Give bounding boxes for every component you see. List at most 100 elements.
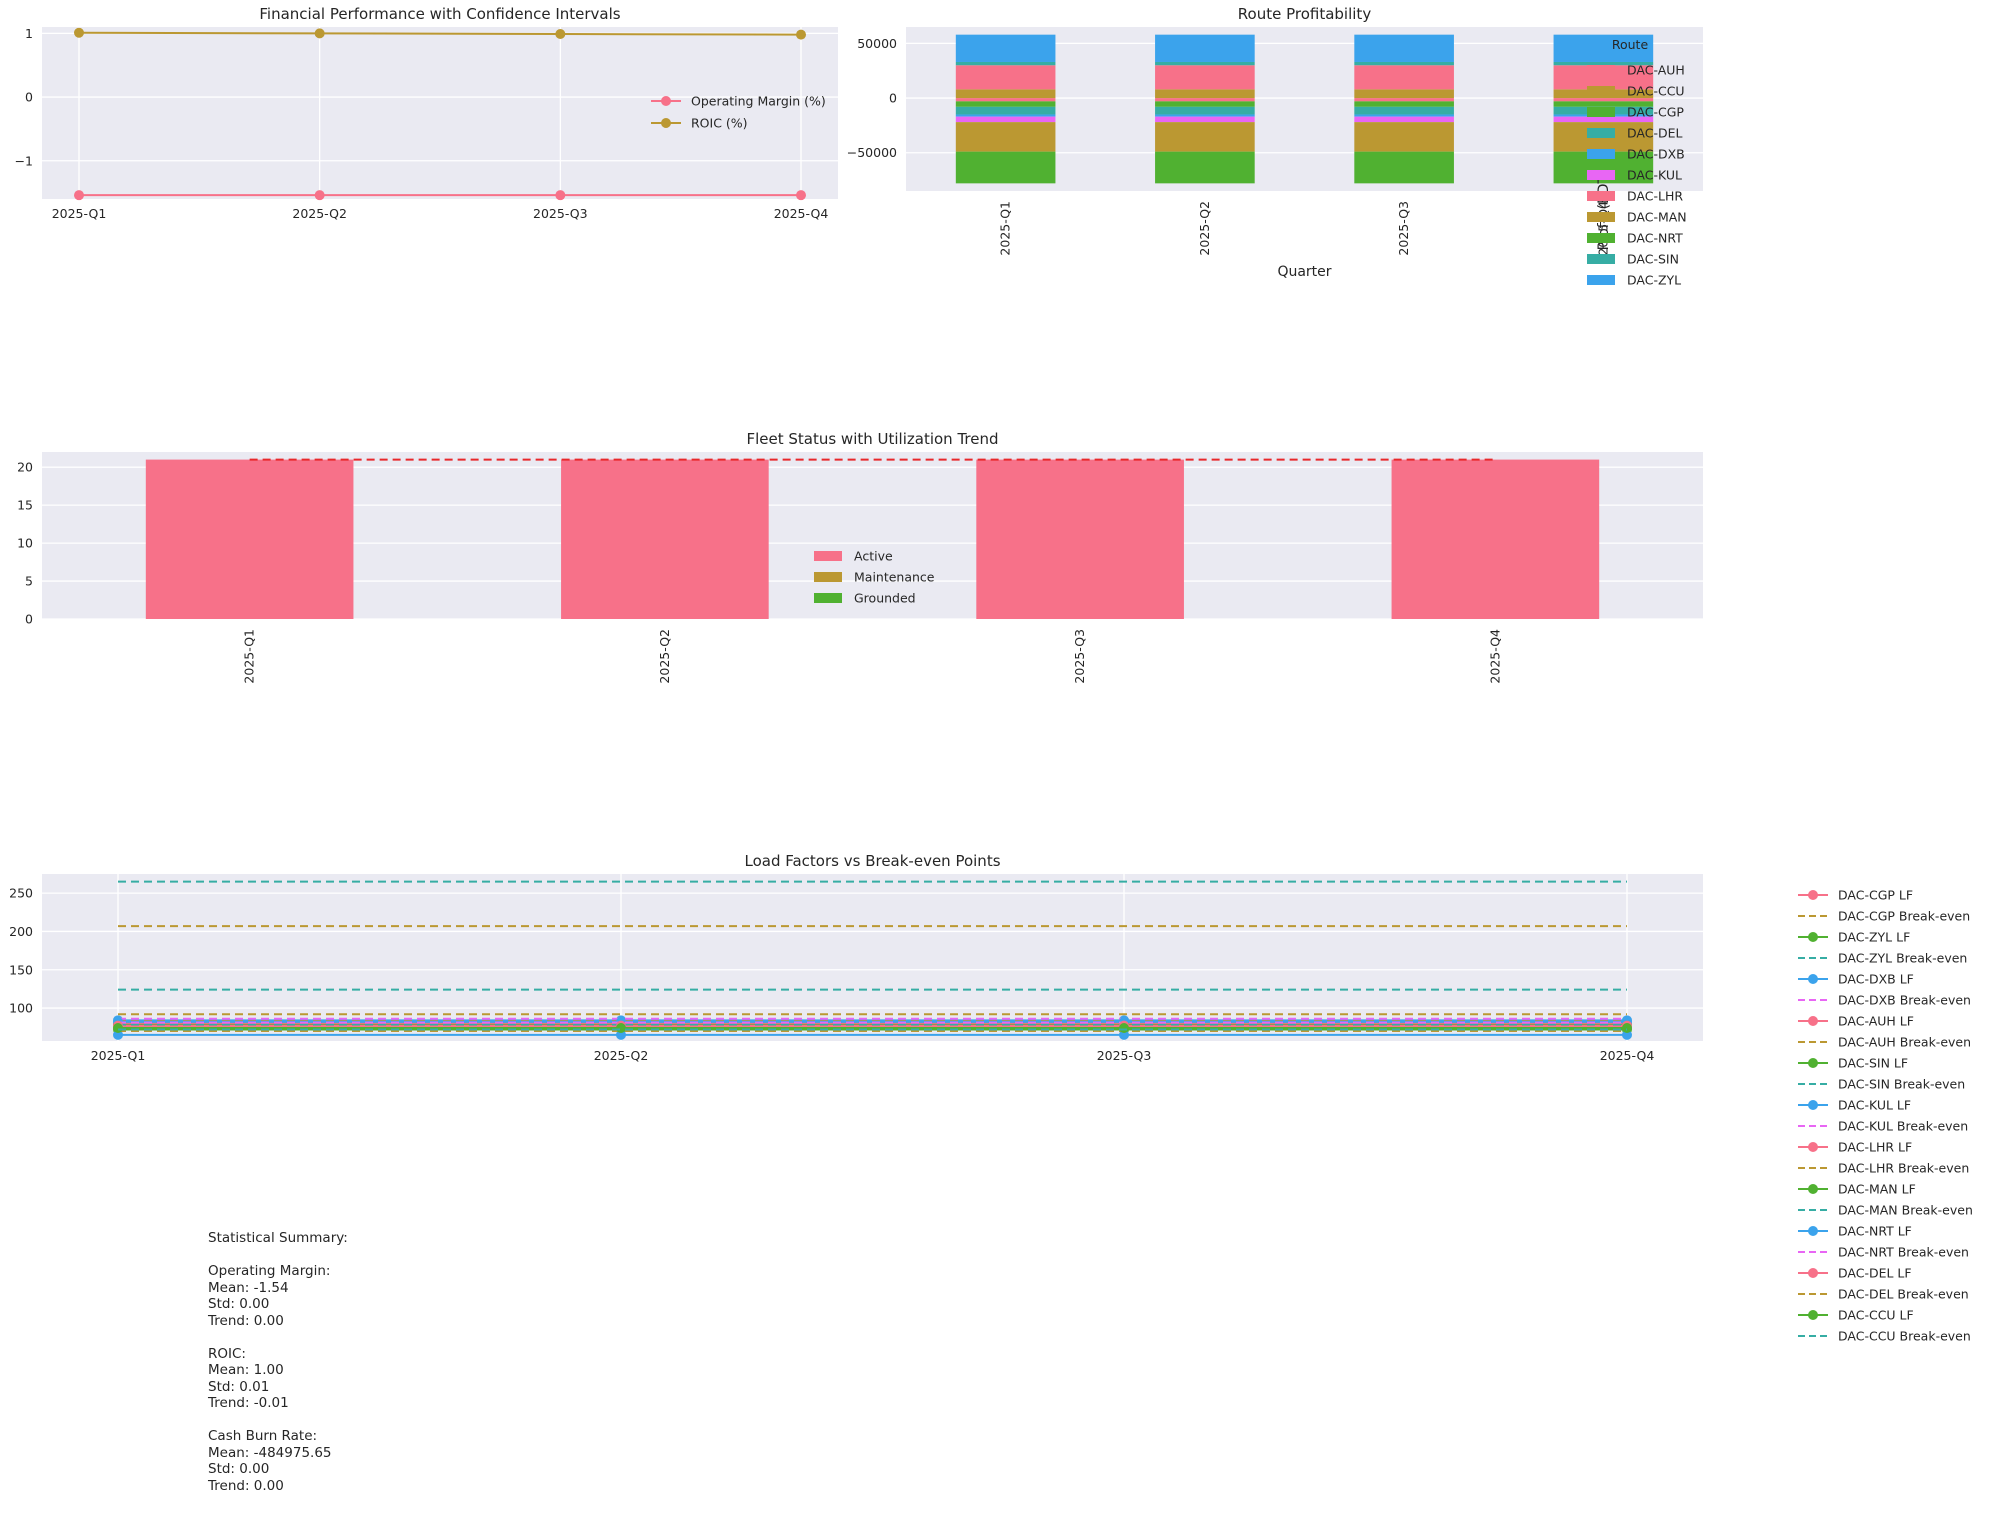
bar-segment-dac-dxb xyxy=(955,114,1056,117)
legend-entry-dac-kul-lf-marker xyxy=(1808,1100,1818,1110)
fleet-xtick-label: 2025-Q3 xyxy=(1072,629,1087,684)
legend-entry-dac-auh-lf-label: DAC-AUH LF xyxy=(1838,1014,1914,1029)
data-point-dac-ccu-lf xyxy=(616,1022,626,1033)
load-xtick-label: 2025-Q3 xyxy=(1097,1048,1152,1063)
legend-entry-dac-nrt-break-even-label: DAC-NRT Break-even xyxy=(1838,1245,1969,1260)
financial-plot-area xyxy=(42,27,838,199)
load-ytick-label: 250 xyxy=(9,886,33,901)
bar-segment-dac-kul xyxy=(955,116,1056,123)
data-point-dac-ccu-lf xyxy=(1119,1022,1129,1033)
fleet-legend: Active Maintenance Grounded xyxy=(814,549,935,606)
route-ytick-label: 50000 xyxy=(857,36,897,51)
legend-entry-dac-zyl-lf-label: DAC-ZYL LF xyxy=(1838,930,1910,945)
bar-segment-dac-sin xyxy=(955,61,1056,66)
legend-entry-dac-kul-break-even-label: DAC-KUL Break-even xyxy=(1838,1119,1968,1134)
bar-segment-dac-lhr xyxy=(955,65,1056,90)
data-point-dac-nrt-lf xyxy=(113,1029,123,1040)
bar-segment-dac-kul xyxy=(1354,116,1454,123)
load-ytick-label: 200 xyxy=(9,924,33,939)
legend-entry-operating-margin-label: Operating Margin (%) xyxy=(691,94,826,109)
fleet-ytick-label: 5 xyxy=(25,574,33,589)
financial-ytick-label: 0 xyxy=(25,90,33,105)
legend-entry-dac-ccu-lf-label: DAC-CCU LF xyxy=(1838,1308,1914,1323)
fleet-ytick-label: 15 xyxy=(17,498,33,513)
bar-segment-dac-del xyxy=(1155,106,1255,115)
legend-entry-maintenance-swatch xyxy=(814,572,842,582)
legend-entry-dac-dxb-lf-marker xyxy=(1808,974,1818,984)
bar-segment-dac-kul xyxy=(1553,116,1654,123)
bar-segment-dac-del xyxy=(955,106,1056,115)
legend-entry-dac-kul-label: DAC-KUL xyxy=(1627,168,1682,183)
fleet-chart: 0 5 10 15 20 2025-Q1 2025-Q2 2025-Q3 2025-Q4 Flee… xyxy=(17,430,1703,684)
financial-legend: Operating Margin (%) ROIC (%) xyxy=(651,94,826,131)
legend-entry-roic-label: ROIC (%) xyxy=(691,116,748,131)
legend-entry-dac-del-lf-label: DAC-DEL LF xyxy=(1838,1266,1912,1281)
legend-entry-dac-dxb-break-even-label: DAC-DXB Break-even xyxy=(1838,993,1971,1008)
data-point-operating-margin xyxy=(555,190,566,201)
legend-entry-dac-man-break-even-label: DAC-MAN Break-even xyxy=(1838,1203,1973,1218)
financial-xtick-label: 2025-Q2 xyxy=(292,206,347,221)
financial-ytick-label: 1 xyxy=(25,26,33,41)
financial-xtick-label: 2025-Q1 xyxy=(52,206,107,221)
fleet-xtick-label: 2025-Q4 xyxy=(1487,629,1502,684)
legend-entry-active-label: Active xyxy=(854,549,893,564)
legend-entry-dac-del-label: DAC-DEL xyxy=(1627,126,1682,141)
legend-entry-dac-sin-lf-marker xyxy=(1808,1058,1818,1068)
legend-entry-dac-kul-swatch xyxy=(1587,170,1615,180)
bar-segment-dac-ccu xyxy=(1155,89,1255,99)
route-xtick-label: 2025-Q3 xyxy=(1396,201,1411,256)
legend-entry-dac-dxb-swatch xyxy=(1587,149,1615,159)
bar-segment-dac-ccu xyxy=(955,89,1056,99)
bar-segment-dac-zyl xyxy=(1354,34,1454,62)
legend-entry-dac-nrt-label: DAC-NRT xyxy=(1627,231,1683,246)
load-chart: 100 150 200 250 2025-Q1 2025-Q2 2025-Q3 2025-Q4… xyxy=(9,852,1973,1344)
bar-segment-dac-auh xyxy=(1553,98,1654,102)
fleet-ytick-label: 20 xyxy=(17,460,33,475)
bar-segment-dac-kul xyxy=(1155,116,1255,123)
fleet-xtick-label: 2025-Q2 xyxy=(657,629,672,684)
legend-entry-dac-man-lf-label: DAC-MAN LF xyxy=(1838,1182,1916,1197)
load-title: Load Factors vs Break-even Points xyxy=(744,852,1000,870)
data-point-roic xyxy=(555,29,566,40)
load-legend: DAC-CGP LF DAC-CGP Break-even DAC-ZYL LF DA… xyxy=(1798,888,1973,1344)
bar-segment-dac-auh xyxy=(955,98,1056,102)
financial-chart: 1 0 −1 2025-Q1 2025-Q2 2025-Q3 2025-Q4 Financia… xyxy=(15,5,838,221)
statistical-summary: Statistical Summary: Operating Margin: M… xyxy=(208,1230,348,1494)
legend-entry-dac-lhr-swatch xyxy=(1587,191,1615,201)
bar-segment-dac-ccu xyxy=(1354,89,1454,99)
bar-active xyxy=(1391,459,1600,619)
load-ytick-label: 150 xyxy=(9,962,33,977)
bar-segment-dac-nrt xyxy=(1354,151,1454,184)
legend-entry-dac-man-label: DAC-MAN xyxy=(1627,210,1687,225)
data-point-dac-ccu-lf xyxy=(113,1022,123,1033)
bar-segment-dac-zyl xyxy=(1155,34,1255,62)
legend-entry-dac-zyl-swatch xyxy=(1587,275,1615,285)
legend-entry-roic-marker xyxy=(661,118,671,128)
legend-entry-dac-ccu-swatch xyxy=(1587,86,1615,96)
legend-entry-dac-del-break-even-label: DAC-DEL Break-even xyxy=(1838,1287,1969,1302)
legend-entry-dac-dxb-label: DAC-DXB xyxy=(1627,147,1685,162)
data-point-dac-ccu-lf xyxy=(1622,1022,1632,1033)
bar-active xyxy=(145,459,354,619)
route-legend: Route DAC-AUH DAC-CCU DAC-CGP DAC-DEL DAC-DXB… xyxy=(1587,37,1687,288)
route-xtick-label: 2025-Q2 xyxy=(1197,201,1212,256)
bar-segment-dac-sin xyxy=(1354,61,1454,66)
data-point-dac-nrt-lf xyxy=(1119,1029,1129,1040)
series-line-roic xyxy=(78,31,802,36)
legend-entry-maintenance-label: Maintenance xyxy=(854,570,935,585)
financial-xtick-label: 2025-Q3 xyxy=(533,206,588,221)
load-xtick-label: 2025-Q4 xyxy=(1600,1048,1655,1063)
fleet-xtick-label: 2025-Q1 xyxy=(242,629,257,684)
legend-entry-dac-cgp-swatch xyxy=(1587,107,1615,117)
route-x-axis-label: Quarter xyxy=(1277,264,1331,280)
bar-segment-dac-nrt xyxy=(1155,151,1255,184)
legend-entry-dac-cgp-lf-label: DAC-CGP LF xyxy=(1838,888,1913,903)
data-point-roic xyxy=(796,29,806,40)
legend-entry-dac-sin-lf-label: DAC-SIN LF xyxy=(1838,1056,1908,1071)
bar-segment-dac-auh xyxy=(1354,98,1454,102)
legend-entry-dac-kul-lf-label: DAC-KUL LF xyxy=(1838,1098,1911,1113)
bar-segment-dac-dxb xyxy=(1155,114,1255,117)
legend-entry-dac-zyl-label: DAC-ZYL xyxy=(1627,273,1681,288)
fleet-ytick-label: 10 xyxy=(17,536,33,551)
bar-segment-dac-cgp xyxy=(1553,101,1654,107)
